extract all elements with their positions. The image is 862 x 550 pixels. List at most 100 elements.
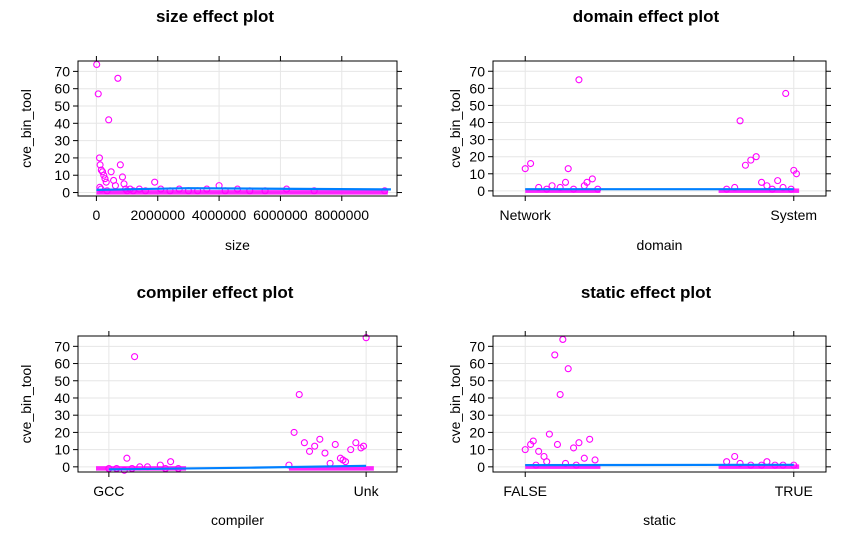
- data-point: [118, 173, 127, 181]
- density-band: [525, 188, 601, 193]
- y-tick-label: 10: [54, 167, 70, 183]
- y-tick-label: 40: [469, 390, 485, 406]
- x-tick-label: 2000000: [130, 207, 185, 223]
- plot-frame: [77, 60, 398, 197]
- chart-title: domain effect plot: [573, 7, 720, 26]
- y-axis-label: cve_bin_tool: [447, 89, 463, 168]
- data-point: [521, 165, 529, 173]
- y-tick-label: 70: [54, 338, 70, 354]
- data-point: [588, 175, 596, 183]
- y-axis-label: cve_bin_tool: [447, 365, 463, 444]
- data-point: [575, 76, 583, 84]
- density-band: [718, 188, 800, 193]
- data-point: [100, 171, 108, 179]
- data-point: [757, 178, 766, 186]
- plot-frame: [492, 60, 827, 197]
- data-points: [105, 334, 370, 474]
- x-axis-label: domain: [637, 237, 683, 253]
- grid: [493, 61, 826, 196]
- x-tick-label: 6000000: [253, 207, 308, 223]
- data-point: [752, 153, 760, 161]
- y-tick-label: 60: [54, 81, 70, 97]
- data-point: [107, 168, 115, 176]
- x-tick-label: 8000000: [315, 207, 370, 223]
- data-point: [96, 161, 104, 169]
- data-point: [151, 178, 159, 186]
- data-point: [316, 435, 324, 443]
- y-tick-label: 0: [477, 183, 485, 199]
- data-point: [321, 449, 329, 457]
- data-point: [575, 439, 583, 447]
- y-tick-label: 10: [469, 442, 485, 458]
- data-point: [564, 365, 572, 373]
- data-point: [543, 458, 551, 466]
- data-point: [553, 440, 562, 449]
- data-point: [591, 456, 599, 464]
- y-tick-label: 50: [54, 373, 70, 389]
- data-point: [352, 439, 360, 447]
- y-tick-label: 40: [469, 115, 485, 131]
- data-point: [339, 456, 347, 464]
- y-tick-label: 30: [54, 407, 70, 423]
- x-axis: Network System: [500, 56, 817, 223]
- data-point: [95, 154, 104, 162]
- point-density-band: [525, 464, 800, 469]
- x-tick-label: 0: [93, 207, 101, 223]
- fit-line: [108, 464, 367, 471]
- y-tick-label: 50: [469, 97, 485, 113]
- y-tick-label: 30: [469, 407, 485, 423]
- data-point: [521, 446, 529, 454]
- data-point: [105, 116, 113, 124]
- data-point: [570, 444, 578, 452]
- y-tick-label: 0: [62, 459, 70, 475]
- x-tick-label: GCC: [93, 483, 124, 499]
- y-tick-label: 0: [62, 185, 70, 201]
- data-point: [559, 335, 567, 343]
- plot-frame: [492, 335, 827, 473]
- data-point: [360, 442, 368, 450]
- data-point: [295, 390, 303, 399]
- data-point: [535, 447, 543, 455]
- grid: [78, 61, 397, 196]
- x-axis: GCC Unk: [93, 331, 380, 499]
- density-band: [718, 464, 800, 469]
- data-point: [300, 439, 308, 447]
- data-point: [580, 454, 588, 462]
- data-points: [521, 76, 801, 193]
- x-tick-label: FALSE: [503, 483, 547, 499]
- y-tick-label: 20: [54, 424, 70, 440]
- data-point: [564, 165, 572, 173]
- y-tick-label: 70: [469, 338, 485, 354]
- data-point: [548, 182, 556, 190]
- data-point: [723, 458, 731, 466]
- y-tick-label: 50: [469, 373, 485, 389]
- data-point: [94, 90, 102, 98]
- y-tick-label: 20: [54, 150, 70, 166]
- y-tick-label: 20: [469, 424, 485, 440]
- data-point: [305, 447, 314, 455]
- point-density-band: [96, 190, 388, 195]
- data-point: [551, 351, 559, 359]
- fit-line: [96, 187, 391, 191]
- y-tick-label: 30: [469, 132, 485, 148]
- data-point: [131, 353, 139, 361]
- y-tick-label: 70: [54, 63, 70, 79]
- data-point: [98, 168, 107, 176]
- x-axis-label: static: [643, 512, 676, 528]
- data-point: [736, 117, 744, 125]
- density-band: [288, 466, 374, 471]
- data-point: [116, 161, 124, 169]
- data-point: [556, 390, 564, 399]
- y-axis-label: cve_bin_tool: [18, 365, 34, 444]
- data-point: [561, 178, 570, 186]
- y-tick-label: 60: [469, 80, 485, 96]
